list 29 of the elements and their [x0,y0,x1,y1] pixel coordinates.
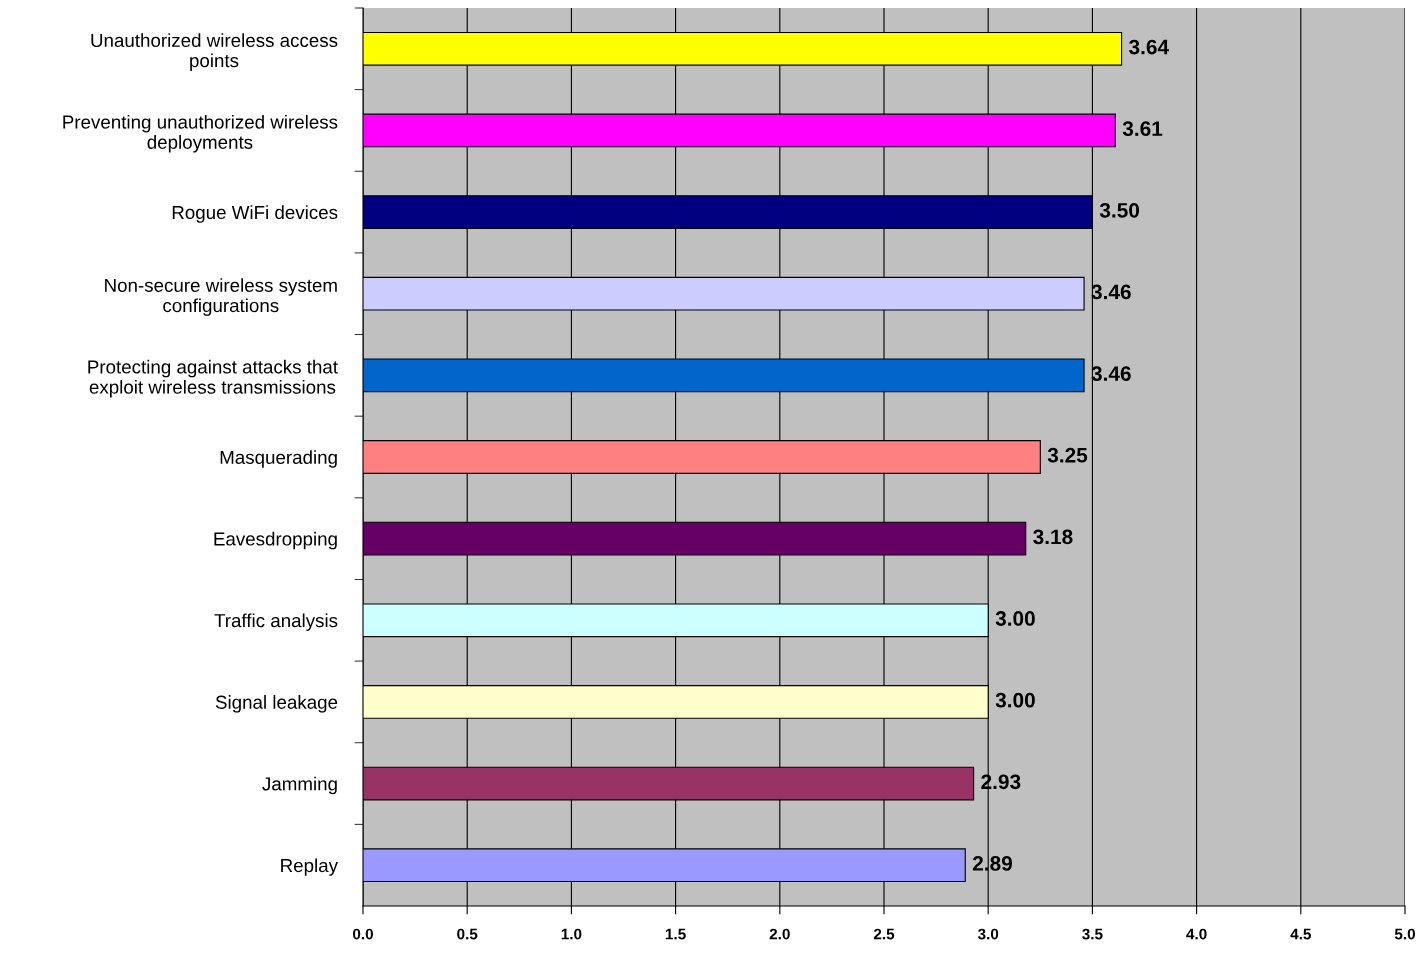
x-tick-label: 2.5 [873,928,895,940]
data-label: 3.00 [995,692,1035,708]
y-tick-label: Masquerading [220,450,337,468]
x-tick-label: 0.0 [352,928,373,940]
y-tick-label: Rogue WiFi devices [172,205,338,223]
y-tick-label: Traffic analysis [214,613,338,631]
x-tick-label: 3.5 [1082,928,1103,940]
x-tick-label: 1.0 [561,928,582,940]
data-label: 3.18 [1033,529,1073,545]
x-tick-label: 5.0 [1394,928,1415,940]
data-label: 3.61 [1122,121,1163,137]
data-label: 3.25 [1047,447,1088,463]
data-label: 3.50 [1099,202,1140,218]
y-tick-label: Replay [281,858,338,876]
y-tick-label: Signal leakage [215,695,338,713]
x-tick-label: 4.5 [1290,928,1311,940]
x-tick-label: 3.0 [977,928,999,940]
y-tick-label: Jamming [262,776,337,795]
y-tick-label: Protecting against attacks that exploit wireless transmissions [88,359,338,398]
data-label: 3.00 [995,611,1035,626]
data-label: 3.64 [1129,39,1169,55]
x-tick-label: 0.5 [457,928,478,940]
y-tick-label: Preventing unauthorized wireless deployments [63,114,338,153]
y-tick-label: Eavesdropping [214,531,337,550]
x-tick-label: 2.0 [769,928,790,940]
y-tick-label: Non-secure wireless system configurations [105,278,337,316]
x-tick-label: 1.5 [665,928,686,940]
y-tick-label: Unauthorized wireless access points [91,33,338,71]
x-tick-label: 4.0 [1186,928,1207,940]
